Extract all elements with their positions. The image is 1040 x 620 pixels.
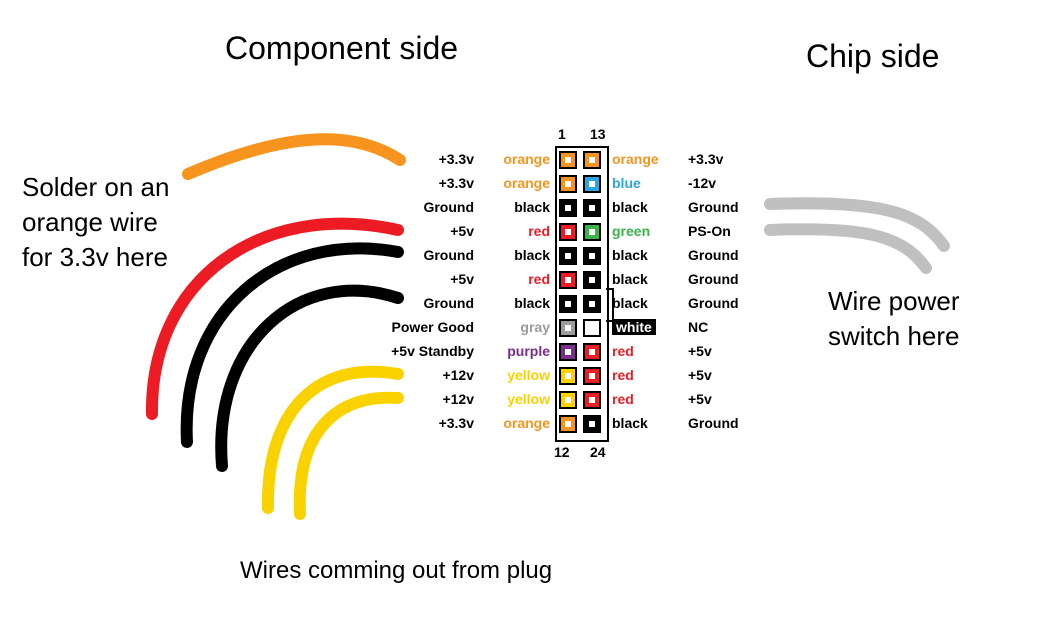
pin-color-label: red (612, 343, 634, 359)
pin-cell (583, 391, 601, 409)
pin-color-label: orange (612, 151, 659, 167)
pin-number-13: 13 (590, 126, 606, 142)
pin-color-label: black (612, 271, 648, 287)
pin-signal: +5v (688, 343, 712, 359)
pin-cell (583, 319, 601, 337)
pin-signal: Ground (688, 271, 739, 287)
pin-signal: Ground (688, 295, 739, 311)
pin-cell (559, 151, 577, 169)
pin-color-label: blue (612, 175, 641, 191)
pin-cell (583, 271, 601, 289)
pin-cell (583, 343, 601, 361)
pin-color-label: gray (520, 319, 550, 335)
pin-color-label: red (612, 367, 634, 383)
pin-cell (583, 295, 601, 313)
annotation-solder-orange: Solder on anorange wirefor 3.3v here (22, 170, 169, 275)
pin-signal: +12v (442, 391, 474, 407)
pin-color-label: black (612, 199, 648, 215)
pin-cell (583, 247, 601, 265)
pin-signal: Ground (688, 415, 739, 431)
pin-signal: +5v (450, 271, 474, 287)
pin-signal: +3.3v (439, 175, 474, 191)
pin-cell (559, 295, 577, 313)
pin-cell (559, 415, 577, 433)
pin-number-1: 1 (558, 126, 566, 142)
pin-signal: +3.3v (688, 151, 723, 167)
pin-signal: +5v (450, 223, 474, 239)
pin-color-label: black (612, 295, 648, 311)
pin-color-label: red (528, 271, 550, 287)
wire-stroke (770, 229, 926, 268)
pin-color-label: green (612, 223, 650, 239)
wire-stroke (770, 203, 944, 246)
pin-number-24: 24 (590, 444, 606, 460)
pin-cell (559, 391, 577, 409)
pin-color-label: black (612, 247, 648, 263)
pin-signal: +12v (442, 367, 474, 383)
pin-signal: Ground (423, 295, 474, 311)
pin-signal: +3.3v (439, 415, 474, 431)
pin-signal: PS-On (688, 223, 731, 239)
pin-color-label: orange (503, 415, 550, 431)
wire-stroke (268, 372, 398, 508)
pin-cell (559, 367, 577, 385)
pin-cell (583, 367, 601, 385)
pin-color-label: yellow (507, 367, 550, 383)
pin-color-label: black (514, 295, 550, 311)
pin-cell (559, 175, 577, 193)
pin-signal: Power Good (392, 319, 474, 335)
wire-stroke (300, 398, 398, 514)
pin-signal: +5v Standby (391, 343, 474, 359)
pin-signal: Ground (688, 199, 739, 215)
pin-color-label: red (528, 223, 550, 239)
pin-signal: +5v (688, 391, 712, 407)
pin-cell (559, 247, 577, 265)
pin-signal: Ground (423, 199, 474, 215)
pin-signal: Ground (688, 247, 739, 263)
pin-cell (559, 343, 577, 361)
pin-signal: -12v (688, 175, 716, 191)
pin-cell (583, 151, 601, 169)
pin-cell (559, 319, 577, 337)
pin-cell (583, 199, 601, 217)
pin-signal: Ground (423, 247, 474, 263)
title-component-side: Component side (225, 30, 458, 67)
pin-color-label: white (612, 319, 656, 335)
pin-color-label: orange (503, 151, 550, 167)
pin-number-12: 12 (554, 444, 570, 460)
wire-stroke (152, 224, 398, 414)
pin-cell (559, 199, 577, 217)
pin-cell (583, 415, 601, 433)
pin-color-label: black (514, 199, 550, 215)
pin-signal: NC (688, 319, 708, 335)
wire-stroke (221, 291, 398, 466)
wire-stroke (187, 248, 398, 442)
pin-color-label: red (612, 391, 634, 407)
pin-color-label: black (514, 247, 550, 263)
pin-color-label: orange (503, 175, 550, 191)
pin-color-label: yellow (507, 391, 550, 407)
wire-stroke (188, 139, 400, 174)
pin-cell (583, 175, 601, 193)
pin-color-label: purple (507, 343, 550, 359)
pin-cell (583, 223, 601, 241)
pin-signal: +5v (688, 367, 712, 383)
pin-signal: +3.3v (439, 151, 474, 167)
title-chip-side: Chip side (806, 38, 939, 75)
caption-bottom: Wires comming out from plug (240, 555, 552, 587)
pin-color-label: black (612, 415, 648, 431)
pin-cell (559, 271, 577, 289)
pin-cell (559, 223, 577, 241)
annotation-power-switch: Wire powerswitch here (828, 284, 960, 354)
